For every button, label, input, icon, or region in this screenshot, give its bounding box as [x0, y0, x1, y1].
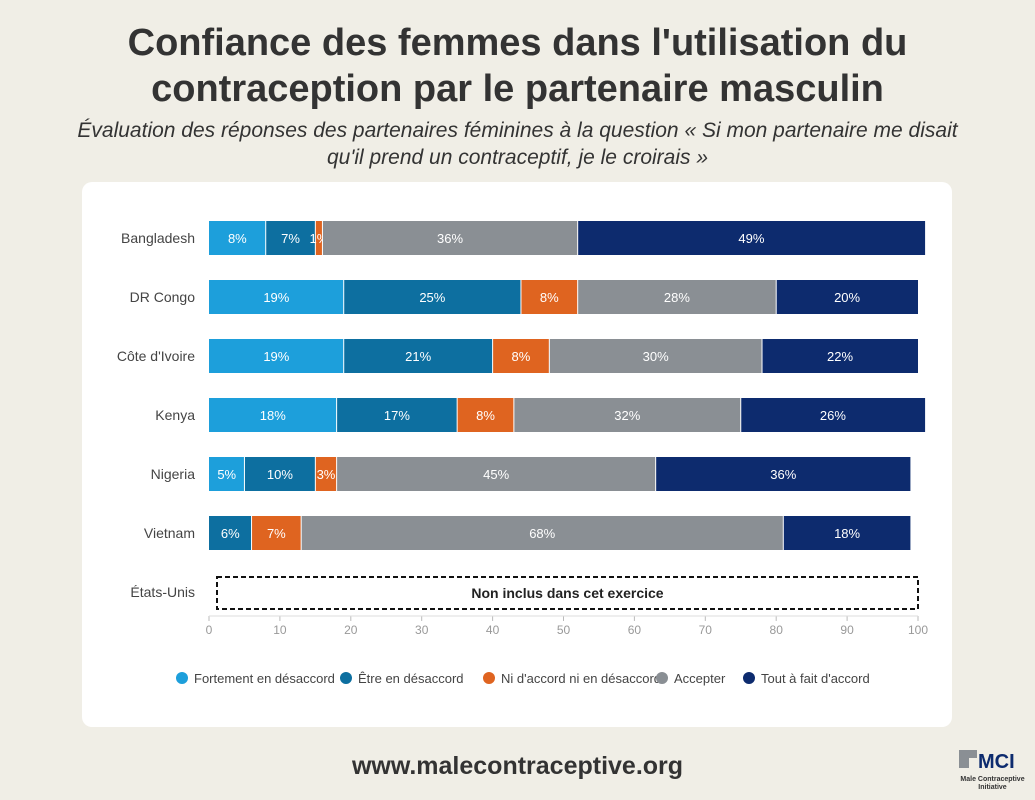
bar-segment-bangladesh-ni-d-accord-ni-en-desaccord — [315, 221, 323, 255]
bar-segment-dr-congo-tout-a-fait-d-accord — [776, 280, 918, 314]
category-label-nigeria: Nigeria — [151, 466, 196, 482]
data-label: 25% — [419, 290, 445, 305]
data-label: 26% — [820, 408, 846, 423]
bar-segment-cote-d-ivoire-accepter — [549, 339, 763, 373]
legend-label-tout-a-fait-d-accord: Tout à fait d'accord — [761, 671, 870, 686]
data-label: 36% — [770, 467, 796, 482]
bar-segment-cote-d-ivoire-fortement-en-desaccord — [209, 339, 344, 373]
mci-logo-mark: MCI — [959, 750, 1015, 773]
legend-marker-accepter — [656, 672, 668, 684]
data-label: 22% — [827, 349, 853, 364]
data-label: 45% — [483, 467, 509, 482]
bar-segment-kenya-accepter — [513, 398, 741, 432]
data-label: 68% — [529, 526, 555, 541]
chart-card: Bangladesh 8% 7% 1% 36% 49% DR Congo 19% 25% 8% 28… — [82, 182, 952, 727]
chart-title-line2: contraception par le partenaire masculin — [151, 68, 884, 110]
bar-segment-cote-d-ivoire-ni-d-accord-ni-en-desaccord — [492, 339, 550, 373]
bar-segment-bangladesh-fortement-en-desaccord — [209, 221, 266, 255]
data-label: 19% — [263, 349, 289, 364]
category-label-dr-congo: DR Congo — [130, 289, 196, 305]
data-label: 21% — [405, 349, 431, 364]
data-label: 8% — [540, 290, 559, 305]
bar-segment-nigeria-accepter — [336, 457, 656, 491]
bar-segment-vietnam-tout-a-fait-d-accord — [783, 516, 911, 550]
x-tick-label: 0 — [206, 623, 213, 637]
bar-segment-dr-congo-fortement-en-desaccord — [209, 280, 344, 314]
bar-segment-kenya-tout-a-fait-d-accord — [740, 398, 926, 432]
bar-segment-dr-congo-etre-en-desaccord — [343, 280, 521, 314]
category-label-bangladesh: Bangladesh — [121, 230, 195, 246]
bar-segment-vietnam-ni-d-accord-ni-en-desaccord — [251, 516, 302, 550]
category-label-etats-unis: États-Unis — [130, 584, 195, 600]
x-tick-label: 70 — [699, 623, 713, 637]
bar-segment-kenya-fortement-en-desaccord — [209, 398, 337, 432]
legend-marker-etre-en-desaccord — [340, 672, 352, 684]
chart-title-line1: Confiance des femmes dans l'utilisation … — [127, 22, 908, 64]
bar-segment-nigeria-fortement-en-desaccord — [209, 457, 245, 491]
bar-segment-vietnam-etre-en-desaccord — [209, 516, 252, 550]
data-label: 18% — [834, 526, 860, 541]
bar-segment-bangladesh-tout-a-fait-d-accord — [577, 221, 926, 255]
not-included-box — [216, 576, 919, 610]
data-label: 7% — [267, 526, 286, 541]
data-label: 8% — [476, 408, 495, 423]
bar-segment-bangladesh-etre-en-desaccord — [265, 221, 316, 255]
data-label: 5% — [217, 467, 236, 482]
mci-logo: MCI Male Contraceptive Initiative — [955, 748, 1030, 794]
x-tick-label: 20 — [344, 623, 358, 637]
data-label: 7% — [281, 231, 300, 246]
x-tick-label: 90 — [840, 623, 854, 637]
legend-marker-fortement-en-desaccord — [176, 672, 188, 684]
data-label: 18% — [260, 408, 286, 423]
data-label: 28% — [664, 290, 690, 305]
bar-segment-bangladesh-accepter — [322, 221, 578, 255]
chart-title: Confiance des femmes dans l'utilisation … — [0, 20, 1035, 112]
data-label: 17% — [384, 408, 410, 423]
legend-label-etre-en-desaccord: Être en désaccord — [358, 671, 464, 686]
x-tick-label: 10 — [273, 623, 287, 637]
data-label: 32% — [614, 408, 640, 423]
data-label: 30% — [643, 349, 669, 364]
bar-segment-cote-d-ivoire-etre-en-desaccord — [343, 339, 493, 373]
category-label-kenya: Kenya — [155, 407, 195, 423]
x-tick-label: 30 — [415, 623, 429, 637]
legend-label-fortement-en-desaccord: Fortement en désaccord — [194, 671, 335, 686]
not-included-label: Non inclus dans cet exercice — [471, 585, 663, 601]
category-label-vietnam: Vietnam — [144, 525, 195, 541]
bar-segment-nigeria-ni-d-accord-ni-en-desaccord — [315, 457, 337, 491]
x-tick-label: 80 — [770, 623, 784, 637]
data-label: 8% — [228, 231, 247, 246]
bar-segment-kenya-ni-d-accord-ni-en-desaccord — [457, 398, 514, 432]
data-label: 6% — [221, 526, 240, 541]
x-tick-label: 40 — [486, 623, 500, 637]
data-label: 19% — [263, 290, 289, 305]
legend-label-accepter: Accepter — [674, 671, 726, 686]
category-label-cote-d-ivoire: Côte d'Ivoire — [117, 348, 195, 364]
x-tick-label: 100 — [908, 623, 928, 637]
bar-segment-cote-d-ivoire-tout-a-fait-d-accord — [762, 339, 918, 373]
data-label: 20% — [834, 290, 860, 305]
data-label: 8% — [512, 349, 531, 364]
bar-segment-dr-congo-ni-d-accord-ni-en-desaccord — [520, 280, 578, 314]
bar-segment-kenya-etre-en-desaccord — [336, 398, 458, 432]
x-tick-label: 60 — [628, 623, 642, 637]
website-url[interactable]: www.malecontraceptive.org — [351, 752, 684, 780]
legend-marker-ni-d-accord-ni-en-desaccord — [483, 672, 495, 684]
legend-label-ni-d-accord-ni-en-desaccord: Ni d'accord ni en désaccord — [501, 671, 661, 686]
bar-segment-vietnam-accepter — [301, 516, 784, 550]
data-label: 49% — [738, 231, 764, 246]
bar-segment-nigeria-tout-a-fait-d-accord — [655, 457, 911, 491]
legend-marker-tout-a-fait-d-accord — [743, 672, 755, 684]
data-label: 36% — [437, 231, 463, 246]
logo-subtext: Male Contraceptive Initiative — [960, 776, 1025, 791]
stacked-bar-chart: Bangladesh 8% 7% 1% 36% 49%DR Congo 19% 25% 8% 28… — [117, 221, 928, 686]
chart-subtitle: Évaluation des réponses des partenaires … — [77, 119, 958, 169]
x-tick-label: 50 — [557, 623, 571, 637]
bar-segment-dr-congo-accepter — [577, 280, 777, 314]
bar-segment-nigeria-etre-en-desaccord — [244, 457, 316, 491]
data-label: 3% — [317, 467, 336, 482]
logo-text: MCI — [978, 751, 1015, 773]
data-label: 10% — [267, 467, 293, 482]
